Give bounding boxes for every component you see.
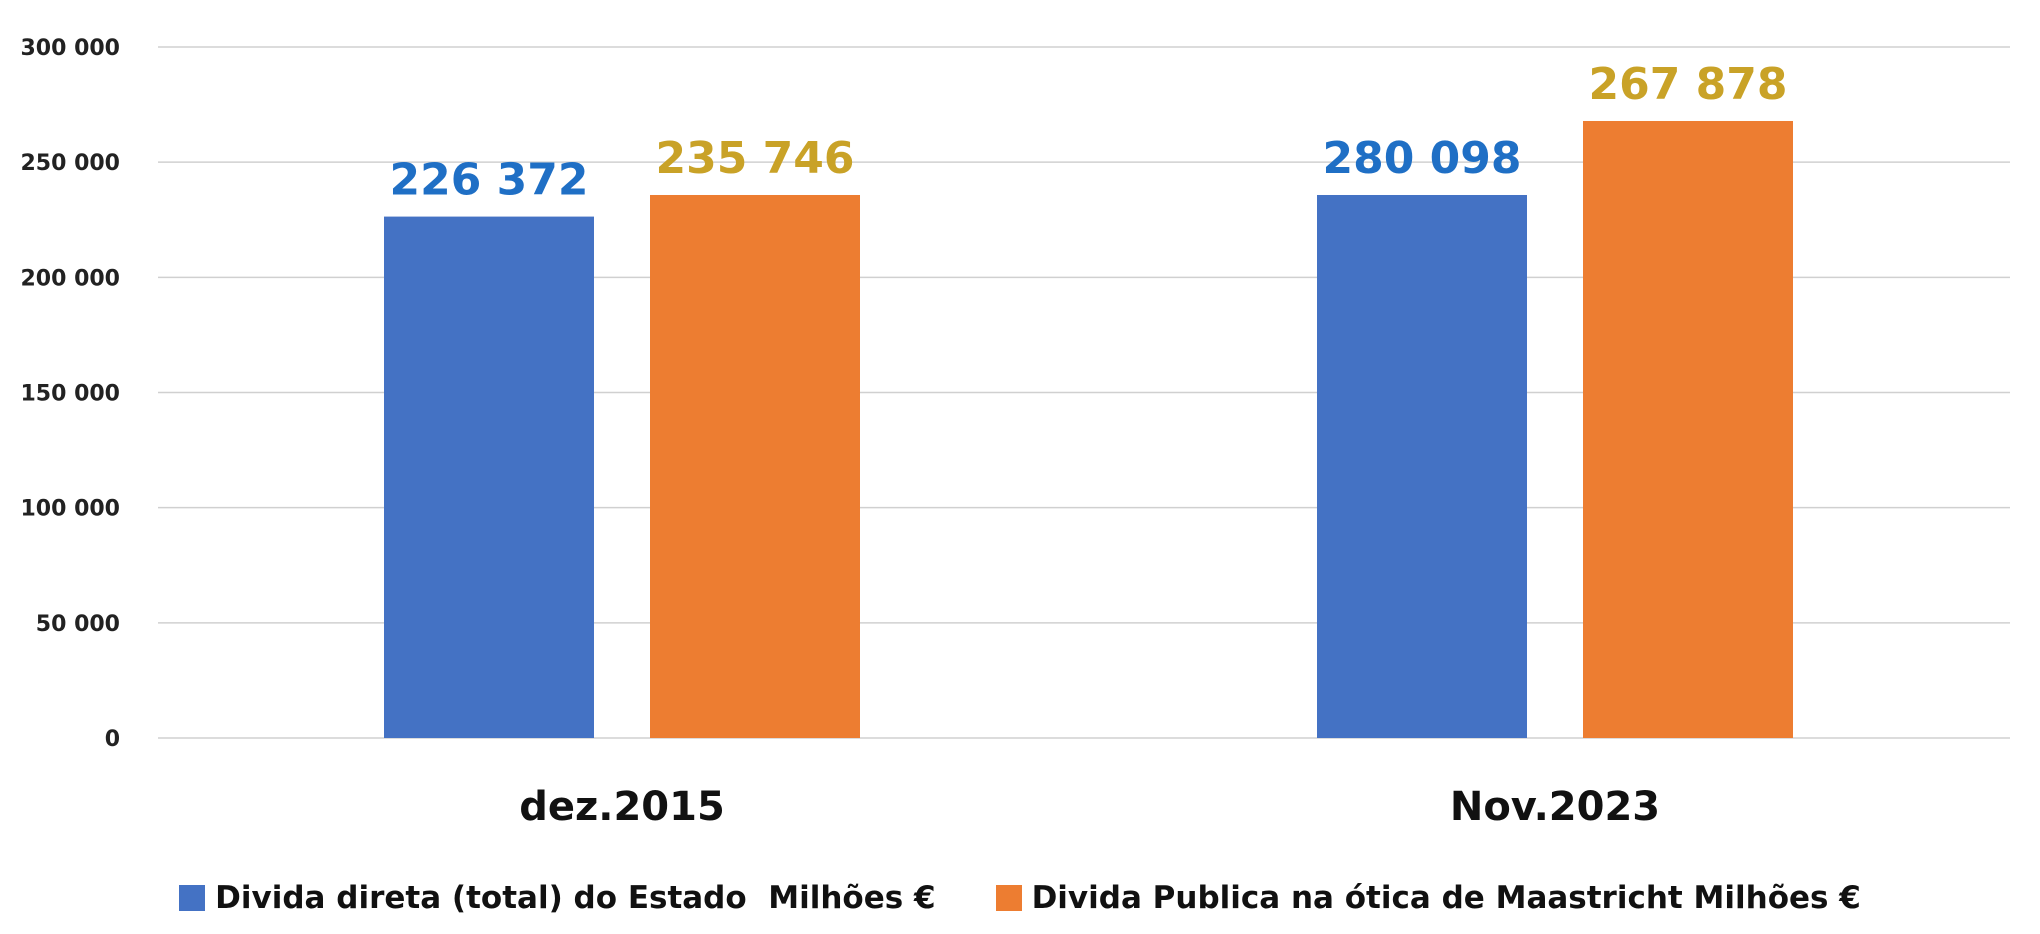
bar-divida-maastricht-1 [1583,120,1793,738]
data-labels: 226 372 235 746 280 098 267 878 [389,59,1787,206]
y-tick-label: 0 [105,727,120,752]
legend-label-series-2: Divida Publica na ótica de Maastricht Mi… [1031,880,1861,916]
bar-divida-maastricht-0 [650,194,860,738]
y-tick-label: 150 000 [20,382,120,407]
legend-swatch-blue [179,885,206,911]
data-label: 235 746 [655,133,854,184]
bar-divida-direta-0 [384,216,594,738]
legend-swatch-orange [995,885,1022,911]
bars [384,120,1793,738]
y-tick-label: 100 000 [20,497,120,522]
data-label: 280 098 [1322,133,1521,184]
data-label: 226 372 [389,155,588,206]
category-label: Nov.2023 [1450,784,1660,830]
legend-item-series-1: Divida direta (total) do Estado Milhões … [179,880,936,916]
bar-divida-direta-1 [1317,194,1527,738]
category-label: dez.2015 [519,784,725,830]
legend: Divida direta (total) do Estado Milhões … [0,880,2040,916]
y-tick-label: 250 000 [20,151,120,176]
data-label: 267 878 [1588,59,1787,110]
y-tick-label: 300 000 [20,36,120,61]
legend-label-series-1: Divida direta (total) do Estado Milhões … [215,880,936,916]
legend-item-series-2: Divida Publica na ótica de Maastricht Mi… [995,880,1861,916]
y-tick-label: 200 000 [20,266,120,291]
x-axis-category-labels: dez.2015 Nov.2023 [519,784,1660,830]
y-tick-label: 50 000 [36,612,120,637]
y-axis-tick-labels: 0 50 000 100 000 150 000 200 000 250 000 300 0… [20,36,120,752]
